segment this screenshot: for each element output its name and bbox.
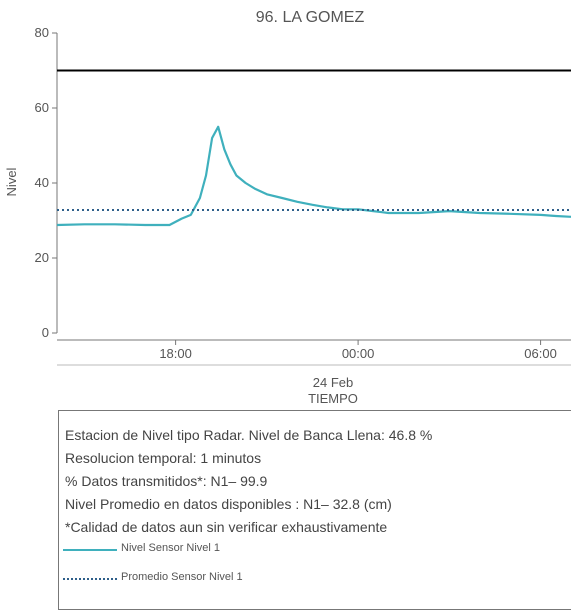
y-tick-label: 20: [35, 250, 49, 265]
info-line-average: Nivel Promedio en datos disponibles : N1…: [65, 496, 392, 512]
info-line-quality-note: *Calidad de datos aun sin verificar exha…: [65, 519, 388, 535]
info-panel: Estacion de Nivel tipo Radar. Nivel de B…: [58, 410, 571, 610]
chart-area: 96. LA GOMEZ Nivel 0 20 40 60 80 18:00 00:00 0…: [4, 9, 571, 406]
y-tick-label: 40: [35, 175, 49, 190]
x-tick-label: 18:00: [159, 346, 192, 361]
y-tick-label: 0: [42, 325, 49, 340]
legend-swatch-dotted: [63, 578, 117, 580]
chart-title: 96. LA GOMEZ: [256, 9, 365, 26]
legend-swatch-solid: [63, 549, 117, 551]
x-axis-date-label: 24 Feb: [313, 375, 353, 390]
series-group: [56, 125, 571, 227]
x-tick-label: 06:00: [524, 346, 557, 361]
series-line-sensor: [56, 125, 571, 227]
y-ticks: 0 20 40 60 80: [35, 25, 57, 340]
info-line-resolution: Resolucion temporal: 1 minutos: [65, 450, 262, 466]
legend-label-average: Promedio Sensor Nivel 1: [121, 571, 243, 583]
x-ticks: 18:00 00:00 06:00: [159, 340, 557, 361]
x-tick-label: 00:00: [342, 346, 375, 361]
info-line-transmitted: % Datos transmitidos*: N1– 99.9: [65, 473, 268, 489]
legend-label-sensor: Nivel Sensor Nivel 1: [121, 542, 221, 554]
info-line-station: Estacion de Nivel tipo Radar. Nivel de B…: [65, 427, 433, 443]
y-axis-label: Nivel: [4, 167, 19, 196]
y-tick-label: 80: [35, 25, 49, 40]
x-axis-label: TIEMPO: [308, 391, 358, 406]
y-tick-label: 60: [35, 100, 49, 115]
